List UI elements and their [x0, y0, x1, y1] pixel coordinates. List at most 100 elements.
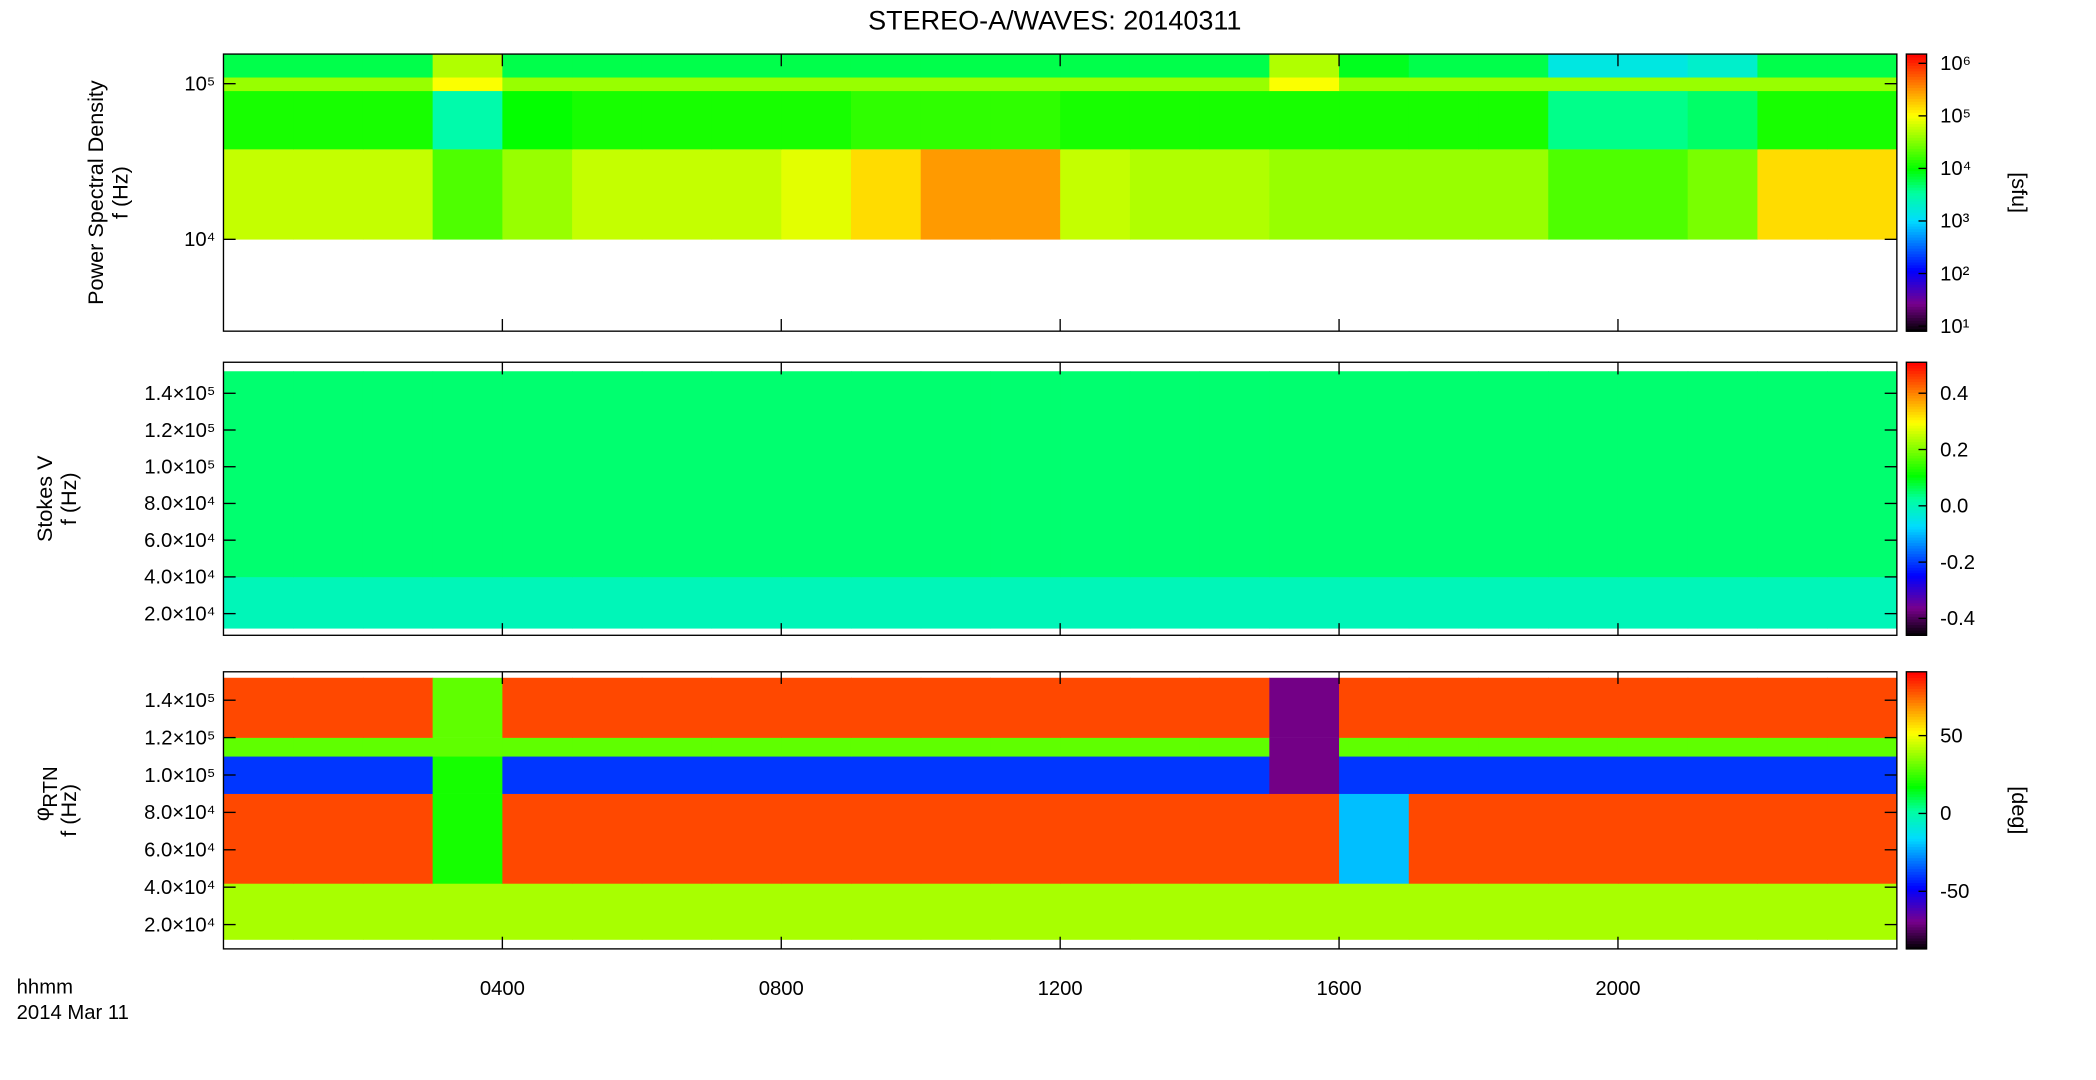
heatmap-cell	[641, 149, 713, 240]
colorbar-swatch	[1906, 935, 1927, 939]
colorbar-swatch	[1906, 267, 1927, 271]
heatmap-cell	[1478, 90, 1549, 150]
heatmap-cell	[1408, 77, 1480, 92]
colorbar-swatch	[1906, 607, 1927, 612]
heatmap-cell	[781, 149, 852, 240]
heatmap-cell	[1548, 883, 1619, 940]
colorbar-swatch	[1906, 896, 1927, 900]
heatmap-cell	[711, 371, 782, 578]
colorbar-swatch	[1906, 534, 1927, 538]
colorbar-swatch	[1906, 128, 1927, 133]
colorbar-swatch	[1906, 370, 1927, 374]
heatmap-cell	[502, 737, 573, 757]
heatmap-cell	[1408, 793, 1480, 884]
heatmap-cell	[432, 90, 503, 150]
colorbar-swatch	[1906, 234, 1927, 238]
colorbar-swatch	[1906, 148, 1927, 152]
heatmap-cell	[1548, 737, 1619, 757]
colorbar-swatch	[1906, 583, 1927, 587]
colorbar-label: [deg]	[2007, 786, 2032, 834]
heatmap-cell	[362, 149, 434, 240]
heatmap-cell	[1617, 677, 1689, 738]
heatmap-cell	[1129, 677, 1201, 738]
chart-title: STEREO-A/WAVES: 20140311	[868, 6, 1241, 36]
colorbar-swatch	[1906, 754, 1927, 759]
colorbar-swatch	[1906, 84, 1927, 88]
heatmap-cell	[572, 576, 643, 629]
colorbar-swatch	[1906, 777, 1927, 781]
heatmap-cell	[1478, 737, 1549, 757]
heatmap-cell	[990, 54, 1061, 78]
heatmap-cell	[1827, 54, 1898, 78]
heatmap-cell	[1617, 371, 1689, 578]
colorbar-swatch	[1906, 231, 1927, 235]
heatmap-cell	[850, 576, 922, 629]
colorbar-swatch	[1906, 757, 1927, 762]
heatmap-cell	[1199, 54, 1270, 78]
colorbar-swatch	[1906, 810, 1927, 814]
colorbar-swatch	[1906, 466, 1927, 470]
heatmap-cell	[572, 149, 643, 240]
colorbar-swatch	[1906, 170, 1927, 174]
colorbar-swatch	[1906, 441, 1927, 445]
heatmap-cell	[850, 756, 922, 794]
colorbar-swatch	[1906, 295, 1927, 299]
heatmap-cell	[362, 371, 434, 578]
heatmap-cell	[502, 677, 573, 738]
colorbar-label: [sfu]	[2007, 172, 2032, 213]
colorbar-swatch	[1906, 523, 1927, 527]
colorbar-swatch	[1906, 189, 1927, 194]
heatmap-cell	[1687, 677, 1758, 738]
colorbar-swatch	[1906, 476, 1927, 481]
colorbar-swatch	[1906, 693, 1927, 698]
heatmap-cell	[502, 883, 573, 940]
colorbar-swatch	[1906, 705, 1927, 709]
heatmap-cell	[1827, 793, 1898, 884]
heatmap-cell	[362, 793, 434, 884]
colorbar-swatch	[1906, 373, 1927, 377]
heatmap-cell	[1478, 677, 1549, 738]
heatmap-cell	[1199, 756, 1270, 794]
colorbar-swatch	[1906, 515, 1927, 519]
colorbar-swatch	[1906, 857, 1927, 861]
colorbar-swatch	[1906, 92, 1927, 97]
heatmap-cell	[293, 793, 364, 884]
colorbar-swatch	[1906, 256, 1927, 260]
heatmap-cell	[1339, 793, 1410, 884]
colorbar-swatch	[1906, 564, 1927, 568]
heatmap-cell	[711, 883, 782, 940]
heatmap-cell	[990, 149, 1061, 240]
y-tick-label: 1.0×10⁵	[144, 765, 215, 787]
y-tick-label: 1.0×10⁵	[144, 456, 215, 478]
heatmap-cell	[223, 149, 294, 240]
heatmap-cell	[1827, 677, 1898, 738]
colorbar-swatch	[1906, 109, 1927, 113]
colorbar-swatch	[1906, 389, 1927, 393]
heatmap-cell	[1199, 793, 1270, 884]
heatmap-cell	[711, 756, 782, 794]
colorbar-swatch	[1906, 471, 1927, 475]
heatmap-cell	[850, 54, 922, 78]
heatmap-cell	[711, 576, 782, 629]
heatmap-cell	[362, 77, 434, 92]
colorbar-swatch	[1906, 120, 1927, 125]
colorbar-swatch	[1906, 73, 1927, 77]
heatmap-cell	[502, 90, 573, 150]
heatmap-cell	[641, 371, 713, 578]
heatmap-cell	[223, 54, 294, 78]
heatmap-cell	[1548, 77, 1619, 92]
heatmap-cell	[711, 77, 782, 92]
y-tick-label: 1.4×10⁵	[144, 690, 215, 712]
heatmap-cell	[990, 677, 1061, 738]
heatmap-cell	[1757, 677, 1828, 738]
heatmap-cell	[223, 77, 294, 92]
colorbar-swatch	[1906, 616, 1927, 620]
colorbar-swatch	[1906, 729, 1927, 734]
y-axis-label: f (Hz)	[107, 166, 132, 219]
heatmap-cell	[293, 54, 364, 78]
colorbar-swatch	[1906, 228, 1927, 233]
x-axis-label: hhmm	[17, 976, 73, 998]
colorbar-swatch	[1906, 479, 1927, 484]
colorbar-swatch	[1906, 278, 1927, 282]
heatmap-cell	[293, 77, 364, 92]
